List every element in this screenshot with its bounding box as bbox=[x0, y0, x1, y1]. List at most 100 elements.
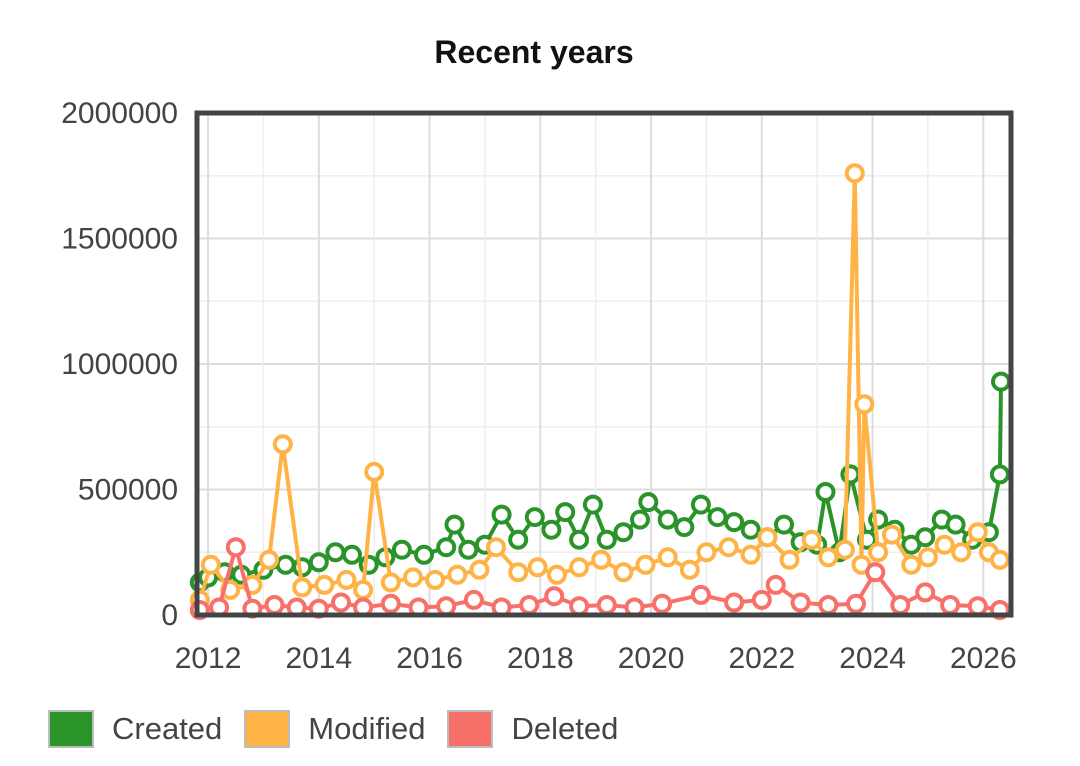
data-point[interactable] bbox=[436, 596, 457, 617]
data-point[interactable] bbox=[740, 544, 761, 565]
data-point[interactable] bbox=[679, 559, 700, 580]
data-point[interactable] bbox=[314, 574, 335, 595]
data-point[interactable] bbox=[463, 589, 484, 610]
data-point[interactable] bbox=[447, 564, 468, 585]
data-point[interactable] bbox=[865, 562, 886, 583]
legend-item-modified[interactable]: Modified bbox=[244, 710, 425, 748]
data-point[interactable] bbox=[569, 529, 590, 550]
data-point[interactable] bbox=[724, 592, 745, 613]
data-point[interactable] bbox=[613, 562, 634, 583]
data-point[interactable] bbox=[854, 394, 875, 415]
data-point[interactable] bbox=[801, 529, 822, 550]
legend-item-created[interactable]: Created bbox=[48, 710, 222, 748]
data-point[interactable] bbox=[491, 504, 512, 525]
data-point[interactable] bbox=[225, 537, 246, 558]
data-point[interactable] bbox=[844, 163, 865, 184]
data-point[interactable] bbox=[325, 542, 346, 563]
data-point[interactable] bbox=[757, 527, 778, 548]
data-point[interactable] bbox=[945, 514, 966, 535]
data-point[interactable] bbox=[779, 549, 800, 570]
data-point[interactable] bbox=[818, 595, 839, 615]
data-point[interactable] bbox=[967, 596, 988, 617]
data-point[interactable] bbox=[915, 582, 936, 603]
data-point[interactable] bbox=[331, 592, 351, 613]
data-point[interactable] bbox=[200, 554, 221, 575]
data-point[interactable] bbox=[308, 552, 329, 573]
data-point[interactable] bbox=[486, 537, 506, 558]
data-point[interactable] bbox=[724, 512, 745, 533]
data-point[interactable] bbox=[264, 595, 285, 615]
data-point[interactable] bbox=[834, 539, 855, 560]
data-point[interactable] bbox=[989, 464, 1010, 485]
data-point[interactable] bbox=[934, 534, 955, 555]
data-point[interactable] bbox=[774, 514, 794, 535]
data-point[interactable] bbox=[582, 494, 603, 515]
data-point[interactable] bbox=[436, 537, 457, 558]
data-point[interactable] bbox=[292, 577, 313, 598]
data-point[interactable] bbox=[508, 562, 529, 583]
data-point[interactable] bbox=[657, 547, 678, 568]
data-point[interactable] bbox=[425, 569, 446, 590]
data-point[interactable] bbox=[444, 514, 465, 535]
data-point[interactable] bbox=[555, 502, 576, 523]
data-point[interactable] bbox=[519, 595, 540, 615]
data-point[interactable] bbox=[991, 371, 1011, 392]
data-point[interactable] bbox=[259, 549, 279, 570]
data-point[interactable] bbox=[596, 595, 617, 615]
data-point[interactable] bbox=[652, 593, 673, 614]
data-point[interactable] bbox=[458, 539, 479, 560]
data-point[interactable] bbox=[613, 522, 634, 543]
data-point[interactable] bbox=[881, 524, 902, 545]
data-point[interactable] bbox=[690, 494, 711, 515]
data-point[interactable] bbox=[342, 544, 362, 565]
data-point[interactable] bbox=[630, 509, 650, 530]
data-point[interactable] bbox=[674, 517, 695, 538]
data-point[interactable] bbox=[657, 509, 678, 530]
data-point[interactable] bbox=[915, 527, 936, 548]
data-point[interactable] bbox=[868, 542, 889, 563]
data-point[interactable] bbox=[765, 574, 786, 595]
data-point[interactable] bbox=[751, 589, 772, 610]
data-point[interactable] bbox=[696, 542, 717, 563]
data-point[interactable] bbox=[951, 542, 972, 563]
data-point[interactable] bbox=[901, 554, 922, 575]
data-point[interactable] bbox=[989, 549, 1010, 570]
data-point[interactable] bbox=[353, 579, 374, 600]
legend-item-deleted[interactable]: Deleted bbox=[447, 710, 618, 748]
data-point[interactable] bbox=[635, 554, 656, 575]
data-point[interactable] bbox=[967, 522, 988, 543]
data-point[interactable] bbox=[336, 569, 357, 590]
data-point[interactable] bbox=[569, 557, 590, 578]
data-point[interactable] bbox=[591, 549, 612, 570]
data-point[interactable] bbox=[868, 509, 889, 530]
data-point[interactable] bbox=[524, 507, 545, 528]
data-point[interactable] bbox=[740, 519, 761, 540]
data-point[interactable] bbox=[469, 559, 490, 580]
data-point[interactable] bbox=[275, 554, 296, 575]
data-point[interactable] bbox=[718, 537, 739, 558]
data-point[interactable] bbox=[380, 572, 401, 593]
data-point[interactable] bbox=[272, 434, 293, 455]
data-point[interactable] bbox=[917, 547, 938, 568]
data-point[interactable] bbox=[508, 529, 529, 550]
data-point[interactable] bbox=[414, 544, 434, 565]
data-point[interactable] bbox=[403, 567, 423, 588]
data-point[interactable] bbox=[707, 507, 728, 528]
data-point[interactable] bbox=[940, 595, 961, 615]
data-point[interactable] bbox=[391, 539, 412, 560]
data-point[interactable] bbox=[596, 529, 617, 550]
data-point[interactable] bbox=[638, 492, 659, 513]
data-point[interactable] bbox=[846, 593, 866, 614]
data-point[interactable] bbox=[544, 586, 565, 607]
data-point[interactable] bbox=[818, 547, 839, 568]
data-point[interactable] bbox=[790, 592, 811, 613]
data-point[interactable] bbox=[541, 519, 562, 540]
data-point[interactable] bbox=[815, 482, 836, 502]
data-point[interactable] bbox=[527, 557, 548, 578]
data-point[interactable] bbox=[569, 596, 590, 617]
data-point[interactable] bbox=[690, 584, 711, 605]
data-point[interactable] bbox=[890, 595, 911, 615]
data-point[interactable] bbox=[546, 564, 567, 585]
data-point[interactable] bbox=[364, 461, 385, 482]
data-point[interactable] bbox=[380, 593, 401, 614]
